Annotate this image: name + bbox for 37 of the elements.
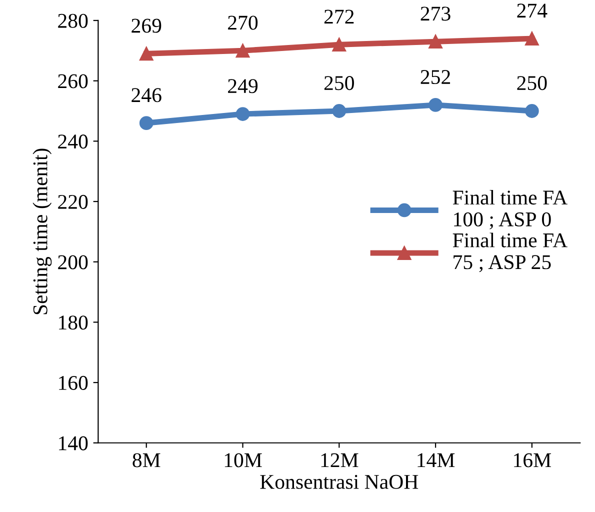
x-tick-label: 14M [418,453,455,468]
data-label: 246 [132,88,162,102]
y-tick-label: 280 [58,14,88,28]
data-label: 274 [517,4,548,18]
data-label: 272 [324,10,354,24]
point [428,98,442,112]
legend-label: Final time FA 75 ; ASP 25 [452,232,568,272]
x-tick-label: 8M [132,453,160,468]
point [524,32,539,46]
y-tick-label: 240 [58,134,88,149]
y-tick-label: 180 [59,316,88,330]
data-label: 252 [420,70,450,84]
point [236,44,250,58]
data-label: 250 [324,76,354,90]
y-tick-label: 260 [58,74,88,88]
y-axis-title: Setting time (menit) [32,148,52,314]
legend-label: Final time FA 100 ; ASP 0 [452,190,568,230]
x-tick-label: 10M [224,453,262,468]
point [236,107,250,121]
point [332,104,346,118]
x-tick-label: 16M [514,453,551,468]
y-tick-label: 200 [58,255,88,270]
point [139,46,154,61]
point [524,104,539,118]
data-label: 249 [228,79,258,94]
data-label: 273 [420,6,450,21]
point [332,38,346,52]
y-tick-label: 220 [58,194,88,209]
data-label: 270 [228,16,258,30]
y-tick-label: 160 [59,376,88,390]
y-tick-label: 140 [59,436,88,450]
data-label: 250 [517,76,547,90]
data-label: 269 [132,18,162,33]
point [428,34,442,49]
point [139,116,154,130]
x-tick-label: 12M [321,453,358,468]
x-axis-title: Konsentrasi NaOH [260,474,418,489]
